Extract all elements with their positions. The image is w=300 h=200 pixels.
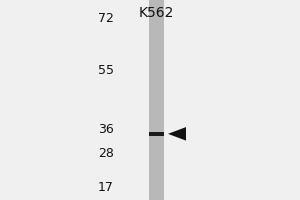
- Text: 36: 36: [98, 123, 114, 136]
- Text: K562: K562: [138, 6, 174, 20]
- Text: 55: 55: [98, 64, 114, 77]
- Text: 17: 17: [98, 181, 114, 194]
- Bar: [148, 132, 164, 136]
- Text: 28: 28: [98, 147, 114, 160]
- Text: 72: 72: [98, 12, 114, 25]
- Bar: [148, 0, 164, 200]
- Polygon shape: [168, 127, 186, 141]
